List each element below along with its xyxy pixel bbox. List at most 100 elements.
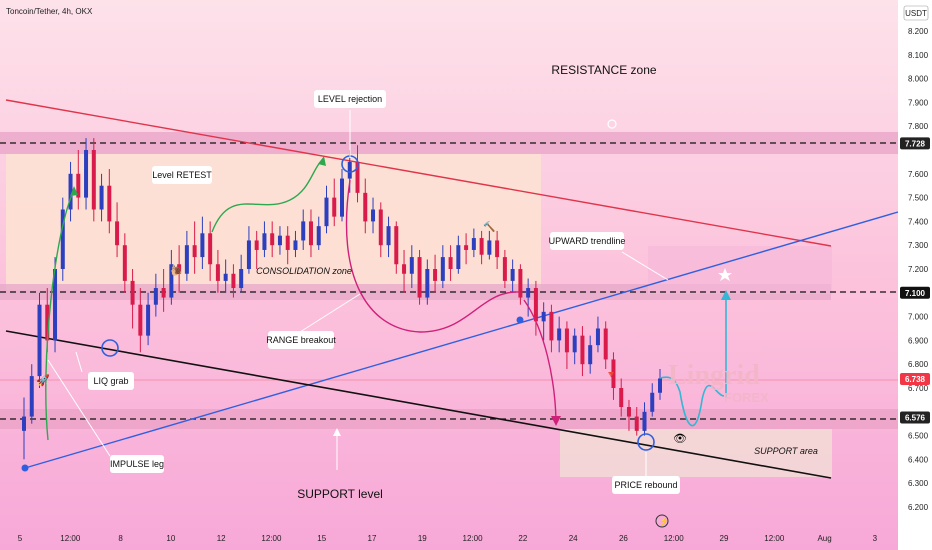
candle-body [658,378,662,393]
resistance-zone-label: RESISTANCE zone [551,63,656,77]
candle-body [355,161,360,193]
price-badge-value: 6.576 [905,414,926,423]
candle-body [29,376,34,417]
upward-trendline[interactable] [24,211,899,469]
candle [487,230,492,260]
resistance-trendline[interactable] [5,99,832,247]
candle-body [200,233,205,258]
candle-body [192,245,197,258]
candle [580,326,585,377]
candle-body [580,335,585,365]
candle [572,328,577,365]
candle [53,257,58,353]
candle [456,235,461,274]
candle [184,230,189,281]
price-tick-label: 8.000 [908,75,929,84]
liq-grab-callout: LIQ grab [88,372,134,390]
candle [619,378,624,417]
candle [642,402,647,436]
candle [355,145,360,203]
candle-body [332,197,337,217]
candle-body [456,245,461,269]
retest-arrow [211,159,323,233]
candle-body [417,257,422,298]
candle [146,292,151,346]
rejection-drop-curve [345,179,521,333]
candle [340,169,344,222]
candle [650,383,655,417]
time-tick-label: 12:00 [764,534,785,543]
watermark-line1: Lingrid [668,360,760,391]
breakdown-arrowhead [551,416,561,426]
candle [518,264,523,305]
svg-text:IMPULSE leg: IMPULSE leg [110,459,164,469]
trendline-dot-mid [516,316,524,324]
support-trendline[interactable] [5,330,832,479]
candle [246,226,251,274]
price-tick-label: 6.700 [908,384,929,393]
candle-body [464,245,469,250]
candle-body [91,150,96,210]
candle-body [564,328,569,353]
candle-body [115,221,120,246]
candle-body [471,238,476,250]
candle-body [316,226,321,246]
candle [634,407,639,436]
upward-trendline-callout: UPWARD trendline [549,232,625,250]
candle-body [45,304,50,341]
candle-body [270,233,275,246]
candle-body [293,240,298,250]
time-tick-label: 22 [518,534,527,543]
candle-body [526,288,531,298]
time-tick-label: 29 [720,534,729,543]
time-tick-label: Aug [817,534,831,543]
candle-body [642,411,647,431]
candle [526,278,531,317]
candle-body [184,245,189,274]
candle-body [378,209,383,246]
support-band [0,409,898,429]
candle-body [634,416,639,431]
candle-body [440,257,445,281]
candle-body [177,264,182,274]
candle-body [425,269,430,298]
candle-body [277,235,282,246]
down-rocket-icon: 🔻 [605,370,617,381]
price-axis[interactable]: 8.200 8.100 8.000 7.900 7.800 7.600 7.500 7.400… [908,27,929,512]
resistance-band [0,132,898,154]
price-badges: 7.728 7.100 6.738 6.576 [900,137,930,424]
time-axis[interactable]: 5 12:00 8 10 12 12:00 15 17 19 12:00 22 24 26 12:00 29… [18,534,878,543]
level-rejection-callout: LEVEL rejection [314,90,386,108]
candle-body [138,304,143,336]
candle [130,269,135,329]
price-tick-label: 7.200 [908,265,929,274]
candle [153,273,158,317]
candle-body [502,257,507,281]
candle [541,302,546,341]
candle-body [231,273,236,289]
candle-body [409,257,414,274]
candle [394,221,399,274]
impulse-leg-callout: IMPULSE leg [110,455,164,473]
range-breakout-pointer [299,293,361,333]
candle [22,397,26,460]
candle [293,230,298,258]
price-rebound-callout: PRICE rebound [612,476,680,494]
candle [402,249,407,293]
price-tick-label: 7.600 [908,170,929,179]
candle-body [122,245,127,281]
candle-body [448,257,453,269]
candle-body [60,209,65,269]
candle [425,259,430,305]
candle [371,197,376,234]
candle-body [487,240,492,255]
snail-icon: 🐌 [170,265,182,277]
watermark-line2: FOREX [724,390,769,405]
candle-body [363,192,368,222]
lightning-icon[interactable] [655,514,669,528]
candle [231,264,236,298]
candle [308,209,313,258]
time-tick-label: 12:00 [664,534,685,543]
